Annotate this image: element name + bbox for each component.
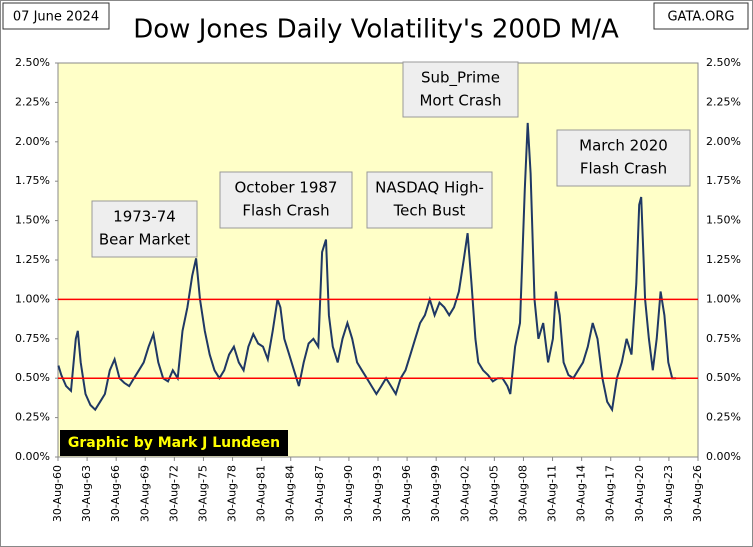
annotation-box bbox=[91, 200, 198, 258]
y2-tick-label: 1.75% bbox=[706, 174, 741, 187]
x-tick-label: 30-Aug-63 bbox=[80, 465, 93, 522]
annotation-text: Bear Market bbox=[99, 231, 190, 249]
annotation-text: Flash Crash bbox=[242, 202, 329, 220]
y2-tick-label: 1.25% bbox=[706, 253, 741, 266]
y-tick-label: 2.25% bbox=[15, 95, 50, 108]
x-tick-label: 30-Aug-23 bbox=[662, 465, 675, 522]
annotation-box bbox=[366, 171, 493, 229]
y-tick-label: 0.50% bbox=[15, 371, 50, 384]
y-tick-label: 1.25% bbox=[15, 253, 50, 266]
annotation-text: Tech Bust bbox=[393, 202, 466, 220]
y2-tick-label: 1.00% bbox=[706, 292, 741, 305]
y-tick-label: 2.50% bbox=[15, 56, 50, 69]
y2-tick-label: 0.25% bbox=[706, 411, 741, 424]
y-tick-label: 1.75% bbox=[15, 174, 50, 187]
y2-tick-label: 2.25% bbox=[706, 95, 741, 108]
annotation-text: NASDAQ High- bbox=[375, 179, 484, 197]
y2-tick-label: 0.50% bbox=[706, 371, 741, 384]
chart-title: Dow Jones Daily Volatility's 200D M/A bbox=[133, 15, 619, 45]
date: 07 June 2024 bbox=[13, 10, 99, 25]
x-tick-label: 30-Aug-60 bbox=[51, 465, 64, 522]
x-tick-label: 30-Aug-78 bbox=[226, 465, 239, 522]
annotation-text: Flash Crash bbox=[580, 160, 667, 178]
credit: Graphic by Mark J Lundeen bbox=[68, 435, 280, 451]
annotation-box bbox=[556, 129, 691, 187]
annotation-box bbox=[402, 61, 519, 118]
y-tick-label: 1.50% bbox=[15, 214, 50, 227]
x-tick-label: 30-Aug-02 bbox=[458, 465, 471, 522]
x-tick-label: 30-Aug-08 bbox=[516, 465, 529, 522]
y2-tick-label: 0.75% bbox=[706, 332, 741, 345]
x-tick-label: 30-Aug-11 bbox=[546, 465, 559, 522]
y2-tick-label: 2.50% bbox=[706, 56, 741, 69]
date-box bbox=[2, 2, 110, 30]
x-tick-label: 30-Aug-72 bbox=[167, 465, 180, 522]
series-line bbox=[57, 122, 677, 413]
x-tick-label: 30-Aug-90 bbox=[342, 465, 355, 522]
x-tick-label: 30-Aug-96 bbox=[400, 465, 413, 522]
y-tick-label: 0.75% bbox=[15, 332, 50, 345]
x-tick-label: 30-Aug-87 bbox=[313, 465, 326, 522]
y-tick-label: 0.00% bbox=[15, 450, 50, 463]
x-tick-label: 30-Aug-99 bbox=[429, 465, 442, 522]
x-tick-label: 30-Aug-20 bbox=[633, 465, 646, 522]
plot-area bbox=[57, 62, 699, 458]
x-tick-label: 30-Aug-69 bbox=[138, 465, 151, 522]
x-tick-label: 30-Aug-17 bbox=[604, 465, 617, 522]
annotation-text: 1973-74 bbox=[113, 208, 176, 226]
x-tick-label: 30-Aug-81 bbox=[255, 465, 268, 522]
y-tick-label: 2.00% bbox=[15, 135, 50, 148]
y-tick-label: 1.00% bbox=[15, 292, 50, 305]
annotation-box bbox=[219, 171, 353, 229]
y2-tick-label: 0.00% bbox=[706, 450, 741, 463]
y2-tick-label: 2.00% bbox=[706, 135, 741, 148]
x-tick-label: 30-Aug-84 bbox=[284, 465, 297, 522]
x-tick-label: 30-Aug-05 bbox=[487, 465, 500, 522]
x-tick-label: 30-Aug-14 bbox=[575, 465, 588, 522]
y2-tick-label: 1.50% bbox=[706, 214, 741, 227]
annotation-text: October 1987 bbox=[235, 179, 338, 197]
x-tick-label: 30-Aug-75 bbox=[196, 465, 209, 522]
y-tick-label: 0.25% bbox=[15, 411, 50, 424]
x-tick-label: 30-Aug-93 bbox=[371, 465, 384, 522]
source: GATA.ORG bbox=[667, 10, 734, 25]
source-box bbox=[653, 2, 749, 30]
credit-box bbox=[60, 430, 288, 456]
annotation-text: Mort Crash bbox=[419, 92, 501, 110]
x-tick-label: 30-Aug-26 bbox=[691, 465, 704, 522]
annotation-text: Sub_Prime bbox=[421, 69, 500, 88]
x-tick-label: 30-Aug-66 bbox=[109, 465, 122, 522]
annotation-text: March 2020 bbox=[579, 137, 668, 155]
